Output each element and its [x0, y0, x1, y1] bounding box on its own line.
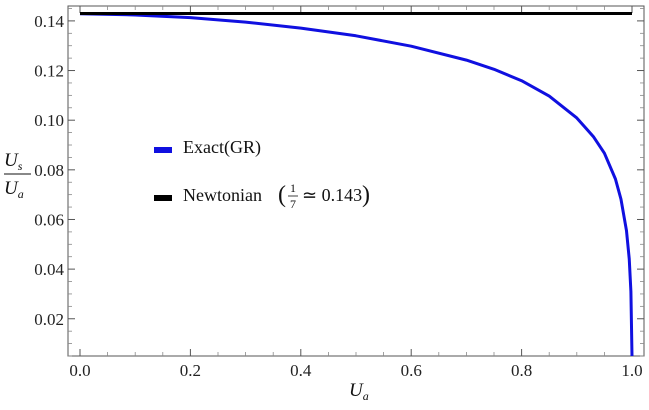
x-tick-label: 1.0 — [621, 361, 642, 380]
legend-frac-den: 7 — [290, 197, 296, 211]
y-tick-label: 0.12 — [34, 62, 64, 81]
legend-frac-num: 1 — [290, 181, 296, 195]
x-tick-label: 0.6 — [401, 361, 422, 380]
y-label-denominator: Ua — [4, 178, 24, 201]
x-tick-label: 0.0 — [69, 361, 90, 380]
x-tick-labels: 0.0 0.2 0.4 0.6 0.8 1.0 — [69, 361, 642, 380]
y-label-numerator: Us — [4, 150, 23, 173]
y-tick-label: 0.14 — [34, 12, 64, 31]
x-tick-label: 0.8 — [511, 361, 532, 380]
y-tick-label: 0.04 — [34, 260, 64, 279]
x-axis-label: Ua — [349, 380, 369, 403]
y-tick-label: 0.10 — [34, 111, 64, 130]
legend-paren-close: ) — [362, 182, 370, 208]
legend-label-newtonian: Newtonian — [183, 185, 262, 205]
y-tick-label: 0.08 — [34, 161, 64, 180]
series-line-exact-gr — [79, 12, 634, 357]
x-tick-label: 0.4 — [290, 361, 312, 380]
legend-swatch-exact — [154, 147, 172, 153]
series-layer — [79, 11, 634, 357]
tick-marks — [68, 6, 644, 357]
y-axis-label: Us Ua — [4, 150, 31, 201]
legend-newtonian-value: ≃ 0.143 — [302, 185, 362, 205]
y-tick-label: 0.02 — [34, 310, 64, 329]
plot-frame — [67, 5, 645, 357]
legend-label-exact: Exact(GR) — [183, 137, 261, 158]
legend-paren-open: ( — [278, 182, 286, 208]
y-tick-label: 0.06 — [34, 210, 64, 229]
y-tick-labels: 0.02 0.04 0.06 0.08 0.10 0.12 0.14 — [34, 12, 64, 329]
x-tick-label: 0.2 — [180, 361, 201, 380]
legend-swatch-newtonian — [154, 195, 172, 201]
legend: Exact(GR) Newtonian ( 1 7 ≃ 0.143 ) — [154, 137, 370, 211]
